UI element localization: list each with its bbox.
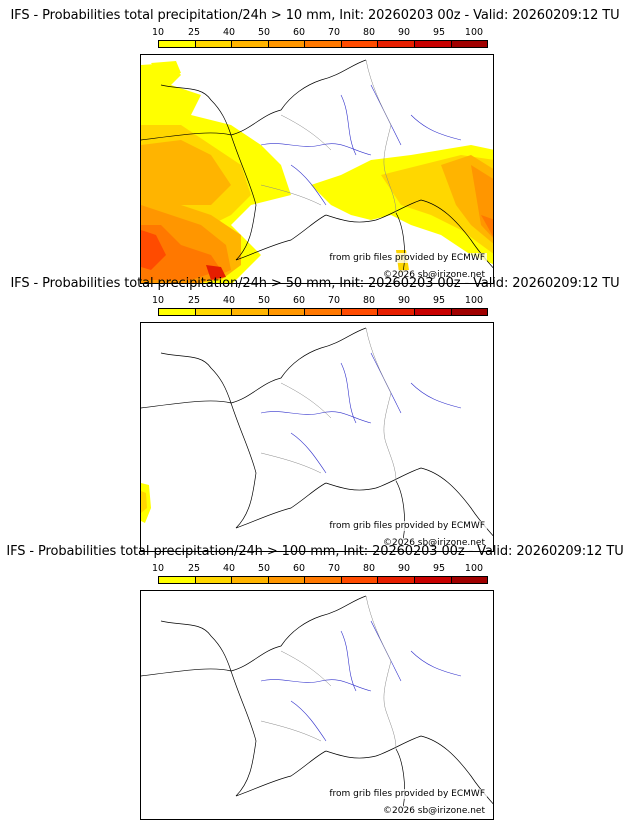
copyright-credit: ©2026 sb@irizone.net [381,270,487,280]
scale-swatch [195,577,233,583]
scale-label: 80 [362,563,376,574]
panel-10mm: IFS - Probabilities total precipitation/… [0,8,630,284]
scale-label: 25 [187,27,201,38]
scale-swatch [414,577,452,583]
scale-label: 70 [327,27,341,38]
color-scale-labels: 10 25 40 50 60 70 80 90 95 100 [152,28,492,39]
color-scale-labels: 10 25 40 50 60 70 80 90 95 100 [152,296,492,307]
data-source-credit: from grib files provided by ECMWF [327,789,487,799]
scale-label: 100 [464,295,484,306]
panel-100mm: IFS - Probabilities total precipitation/… [0,544,630,820]
color-scale-bar [158,576,488,584]
scale-label: 40 [222,563,236,574]
scale-swatch [232,309,269,315]
map-canvas [141,59,493,283]
copyright-credit: ©2026 sb@irizone.net [381,538,487,548]
coastlines [141,327,493,542]
scale-label: 50 [257,295,271,306]
scale-swatch [341,41,379,47]
scale-swatch [378,577,415,583]
scale-label: 70 [327,563,341,574]
scale-swatch [159,577,196,583]
panel-title: IFS - Probabilities total precipitation/… [10,276,620,291]
color-scale-bar [158,40,488,48]
scale-label: 40 [222,27,236,38]
scale-swatch [341,309,379,315]
copyright-credit: ©2026 sb@irizone.net [381,806,487,816]
scale-swatch [451,309,488,315]
panel-title: IFS - Probabilities total precipitation/… [10,8,620,23]
map-canvas [141,327,493,542]
scale-label: 90 [397,295,411,306]
scale-swatch [305,577,342,583]
scale-swatch [451,41,488,47]
scale-label: 70 [327,295,341,306]
scale-swatch [378,41,415,47]
scale-label: 95 [432,563,446,574]
panel-title: IFS - Probabilities total precipitation/… [6,544,624,559]
scale-swatch [159,309,196,315]
scale-label: 50 [257,27,271,38]
borders [260,595,397,750]
scale-swatch [232,41,269,47]
scale-label: 80 [362,27,376,38]
scale-label: 10 [151,563,165,574]
scale-label: 60 [292,563,306,574]
scale-label: 60 [292,27,306,38]
coastlines [141,595,493,810]
data-source-credit: from grib files provided by ECMWF [327,253,487,263]
scale-label: 40 [222,295,236,306]
map-canvas [141,595,493,810]
data-source-credit: from grib files provided by ECMWF [327,521,487,531]
scale-swatch [305,309,342,315]
color-scale-bar [158,308,488,316]
scale-swatch [451,577,488,583]
borders [260,59,397,214]
rivers [260,352,462,474]
scale-swatch [378,309,415,315]
precip-fields [141,483,151,523]
scale-swatch [341,577,379,583]
precip-map: from grib files provided by ECMWF ©2026 … [140,54,494,284]
scale-swatch [305,41,342,47]
scale-label: 80 [362,295,376,306]
scale-label: 25 [187,295,201,306]
scale-label: 95 [432,295,446,306]
scale-swatch [268,577,306,583]
precip-map: from grib files provided by ECMWF ©2026 … [140,322,494,552]
scale-swatch [195,41,233,47]
scale-swatch [268,41,306,47]
scale-label: 60 [292,295,306,306]
precip-map: from grib files provided by ECMWF ©2026 … [140,590,494,820]
scale-label: 100 [464,27,484,38]
panel-50mm: IFS - Probabilities total precipitation/… [0,276,630,552]
borders [260,327,397,482]
scale-label: 95 [432,27,446,38]
scale-swatch [195,309,233,315]
scale-label: 25 [187,563,201,574]
scale-label: 10 [151,295,165,306]
scale-swatch [268,309,306,315]
scale-label: 90 [397,563,411,574]
color-scale-labels: 10 25 40 50 60 70 80 90 95 100 [152,564,492,575]
scale-swatch [414,309,452,315]
coastlines [141,59,493,274]
scale-swatch [232,577,269,583]
scale-swatch [414,41,452,47]
scale-label: 50 [257,563,271,574]
rivers [260,620,462,742]
precip-fields [141,61,493,283]
scale-label: 10 [151,27,165,38]
scale-label: 100 [464,563,484,574]
scale-swatch [159,41,196,47]
scale-label: 90 [397,27,411,38]
